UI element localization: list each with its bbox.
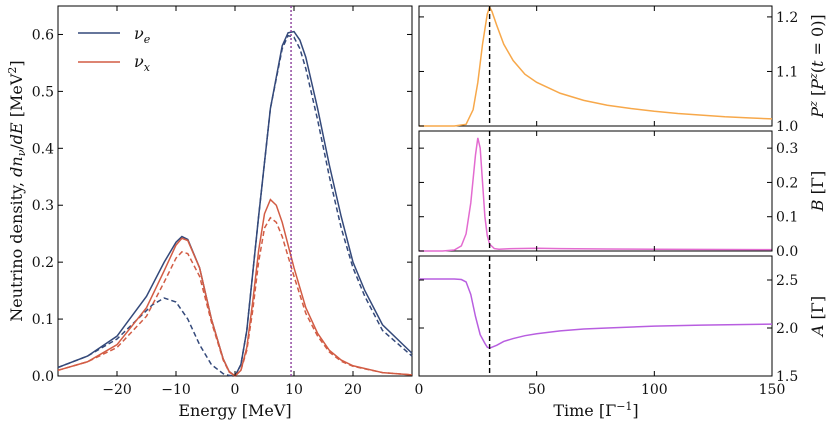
- energy-spectrum-panel: 0.0 0.1 0.2 0.3 0.4 0.5 0.6 −20 −10 0 10 20 Energy …: [6, 5, 413, 420]
- series-line-dashed-3: [57, 216, 413, 377]
- x-tick-label: 50: [528, 382, 546, 398]
- x-tick-label: 0: [231, 382, 240, 398]
- legend-label-nu-x: νx: [134, 52, 151, 74]
- series-line-solid-2: [57, 198, 413, 377]
- spectrum-lines: [57, 6, 413, 378]
- series-line-solid-0: [419, 137, 773, 252]
- y-tick-label: 1.2: [776, 10, 798, 26]
- x-tick-label: −20: [102, 382, 132, 398]
- y-axis-label: Pz [Pz(t = 0)]: [807, 14, 827, 118]
- x-tick-label: 0: [415, 382, 424, 398]
- a-line: [419, 256, 773, 376]
- series-line-solid-0: [419, 278, 773, 349]
- legend-label-nu-e: νe: [134, 24, 151, 46]
- x-tick-label: 150: [759, 382, 786, 398]
- y-axis-label: B [Γ]: [808, 171, 827, 212]
- x-axis-label: Energy [MeV]: [178, 401, 291, 420]
- y-tick-label: 0.1: [776, 210, 798, 226]
- polarization-panel: 1.0 1.1 1.2 Pz [Pz(t = 0)]: [418, 5, 827, 135]
- polarization-line: [419, 5, 773, 127]
- b-ticks: 0.0 0.1 0.2 0.3: [418, 131, 798, 260]
- y-tick-label: 0.0: [32, 369, 54, 385]
- y-tick-label: 0.5: [32, 84, 54, 100]
- x-tick-label: −10: [161, 382, 191, 398]
- a-ticks: 1.5 2.0 2.5 0 50 100 150: [415, 256, 798, 398]
- y-tick-label: 0.2: [32, 255, 54, 271]
- y-axis-label: Neutrino density, dnν/dE [MeV2]: [6, 60, 28, 321]
- polarization-ticks: 1.0 1.1 1.2: [418, 6, 798, 135]
- y-tick-label: 0.4: [32, 141, 54, 157]
- plot-frame: [418, 255, 773, 377]
- series-line-dashed-1: [57, 34, 413, 377]
- y-axis-label: A [Γ]: [808, 296, 827, 338]
- b-panel: 0.0 0.1 0.2 0.3 B [Γ]: [418, 130, 827, 260]
- plot-frame: [418, 5, 773, 127]
- x-tick-label: 100: [641, 382, 668, 398]
- series-line-solid-0: [57, 30, 413, 378]
- y-tick-label: 0.2: [776, 175, 798, 191]
- y-tick-label: 1.5: [776, 369, 798, 385]
- plot-frame: [418, 130, 773, 252]
- x-tick-label: 20: [344, 382, 362, 398]
- y-tick-label: 0.1: [32, 312, 54, 328]
- y-tick-label: 0.3: [32, 198, 54, 214]
- x-tick-label: 10: [285, 382, 303, 398]
- series-line-solid-0: [419, 5, 773, 127]
- b-line: [419, 131, 773, 252]
- spectrum-ticks: 0.0 0.1 0.2 0.3 0.4 0.5 0.6 −20 −10 0 10 20: [32, 6, 412, 398]
- y-tick-label: 2.5: [776, 273, 798, 289]
- y-tick-label: 0.6: [32, 27, 54, 43]
- x-axis-label: Time [Γ−1]: [553, 400, 638, 420]
- a-panel: 1.5 2.0 2.5 0 50 100 150 Time [Γ−1] A [Γ]: [415, 255, 827, 420]
- legend: νe νx: [78, 24, 151, 74]
- y-tick-label: 0.0: [776, 244, 798, 260]
- y-tick-label: 1.1: [776, 64, 798, 80]
- y-tick-label: 1.0: [776, 119, 798, 135]
- y-tick-label: 2.0: [776, 321, 798, 337]
- y-tick-label: 0.3: [776, 141, 798, 157]
